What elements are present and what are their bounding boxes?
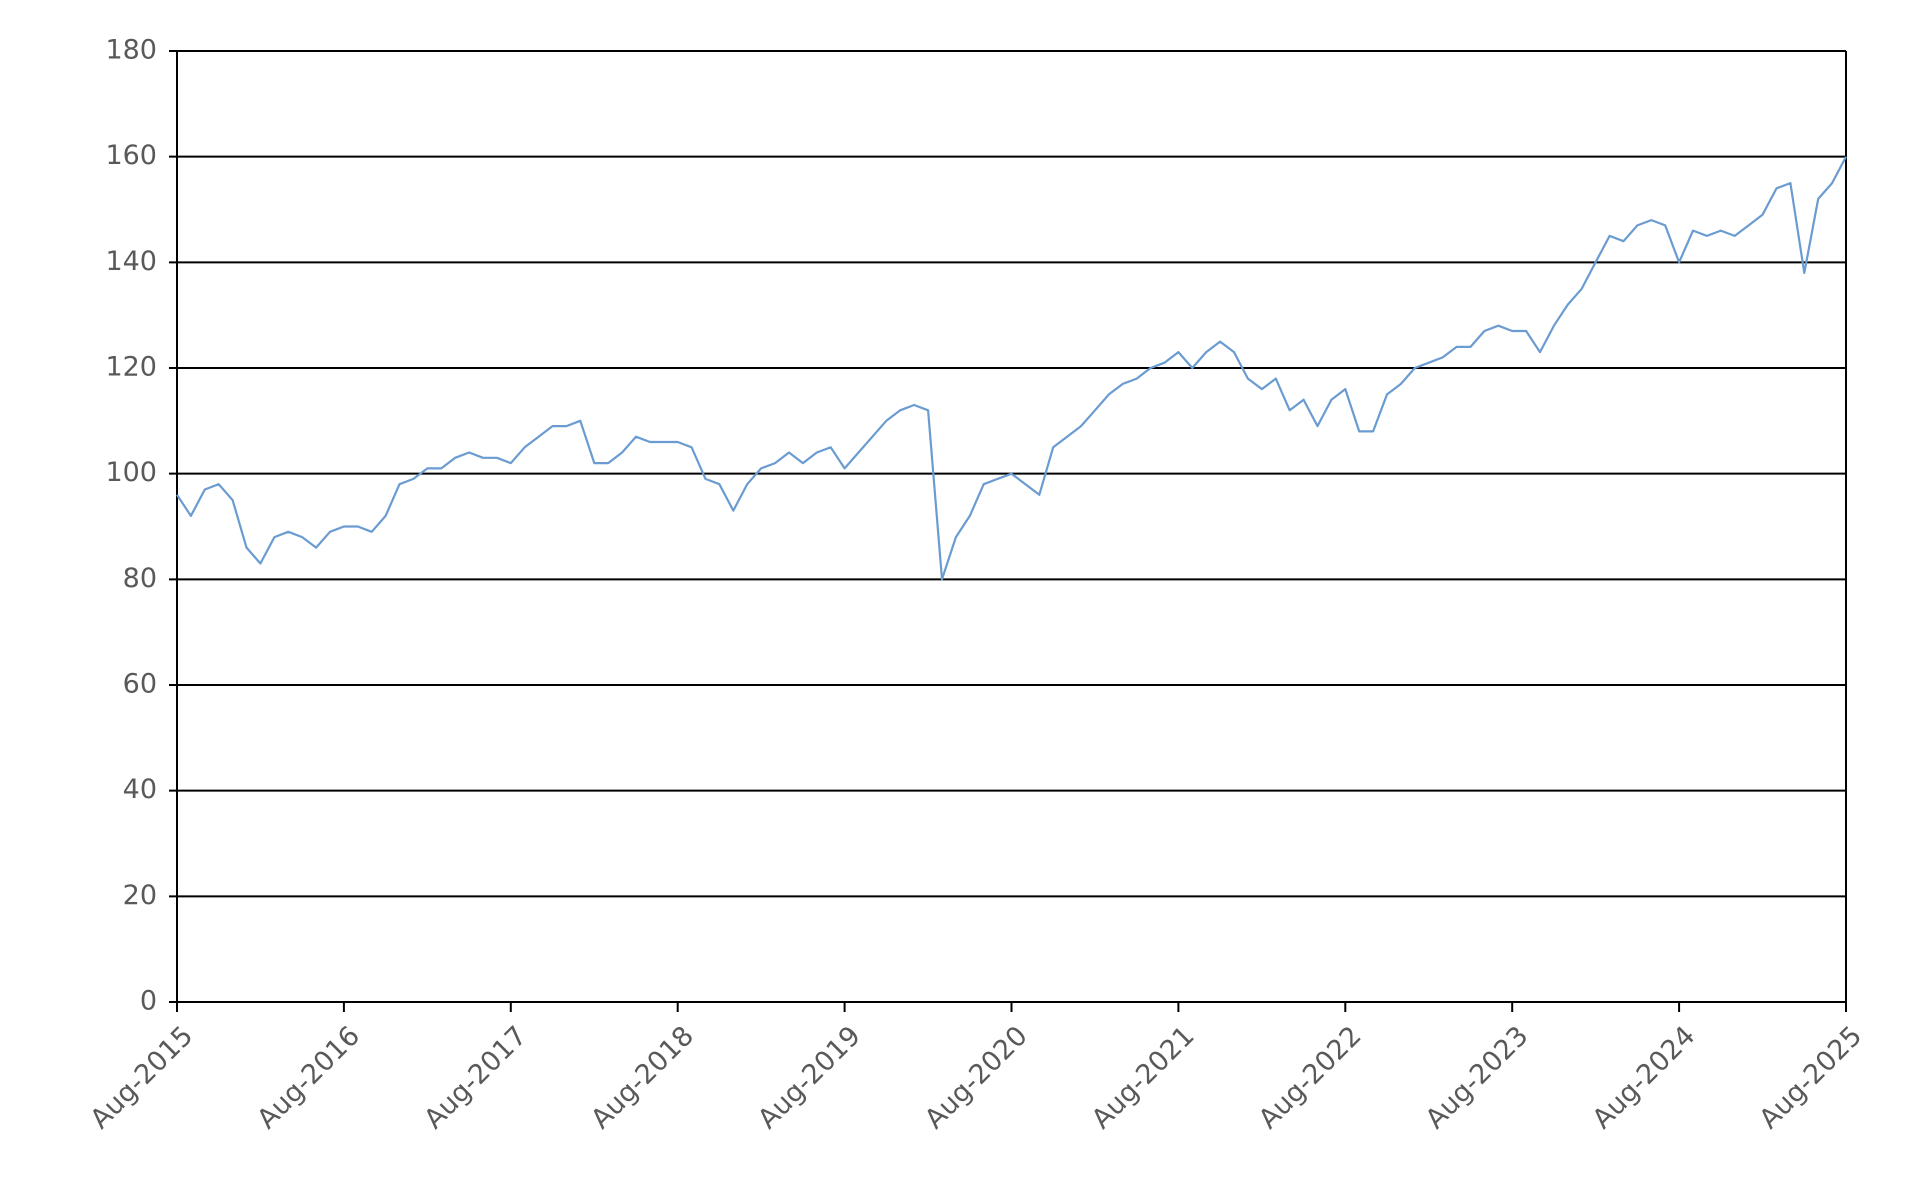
y-tick-label: 120 (105, 352, 157, 383)
y-tick-label: 160 (105, 140, 157, 171)
x-tick-label: Aug-2017 (418, 1020, 533, 1135)
y-tick-label: 60 (123, 669, 157, 700)
x-tick-label: Aug-2019 (752, 1020, 867, 1135)
y-tick-label: 80 (123, 563, 157, 594)
y-tick-label: 100 (105, 457, 157, 488)
x-tick-label: Aug-2018 (585, 1020, 700, 1135)
y-tick-label: 20 (123, 880, 157, 911)
x-tick-label: Aug-2021 (1086, 1020, 1201, 1135)
y-tick-label: 140 (105, 246, 157, 277)
x-tick-label: Aug-2024 (1587, 1020, 1702, 1135)
x-tick-label: Aug-2020 (919, 1020, 1034, 1135)
y-tick-label: 0 (140, 986, 157, 1017)
y-tick-label: 40 (123, 774, 157, 805)
y-tick-label: 180 (105, 35, 157, 66)
x-tick-label: Aug-2015 (85, 1020, 200, 1135)
x-tick-label: Aug-2025 (1754, 1020, 1869, 1135)
series-line (176, 156, 1847, 581)
x-tick-label: Aug-2023 (1420, 1020, 1535, 1135)
x-tick-label: Aug-2022 (1253, 1020, 1368, 1135)
x-tick-label: Aug-2016 (251, 1020, 366, 1135)
